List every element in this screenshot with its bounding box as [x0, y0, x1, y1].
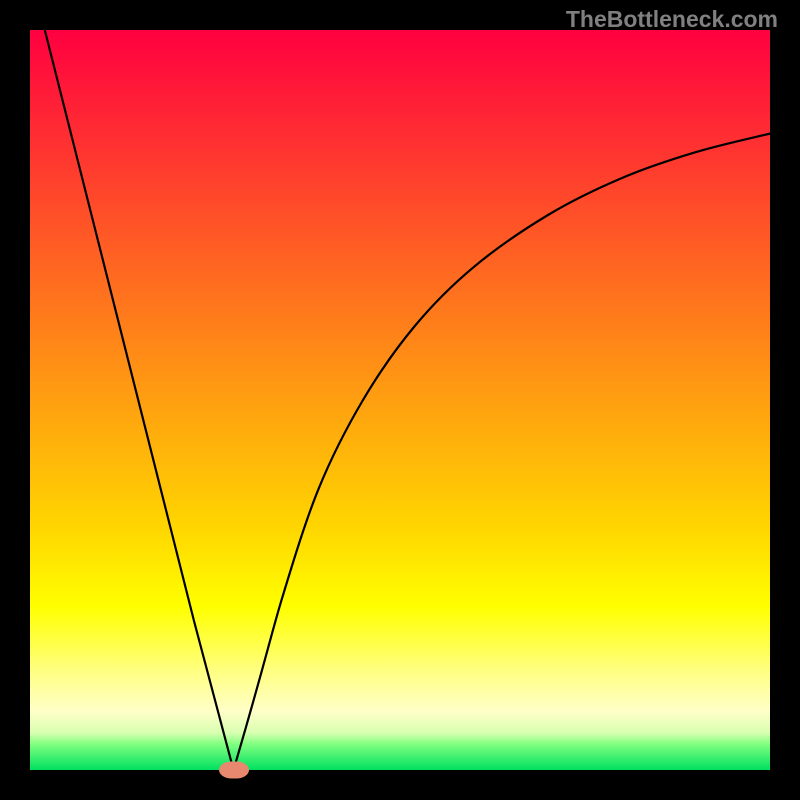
curve-path: [45, 30, 770, 770]
chart-plot-area: [29, 29, 771, 771]
watermark-text: TheBottleneck.com: [566, 6, 778, 33]
minimum-marker: [219, 762, 249, 779]
bottleneck-curve: [30, 30, 770, 770]
